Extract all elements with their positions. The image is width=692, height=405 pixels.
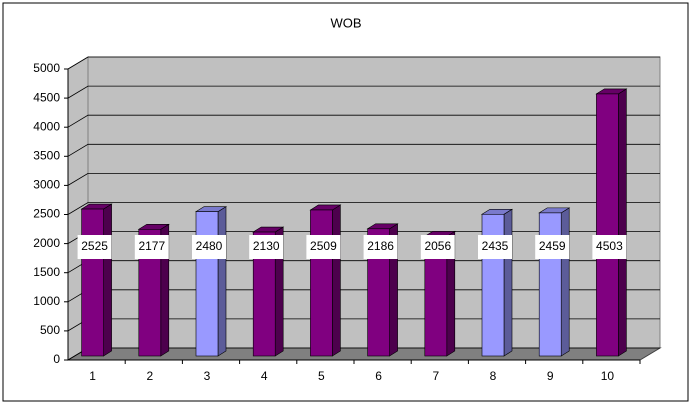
value-label: 4503	[596, 239, 623, 253]
value-label-box	[592, 235, 627, 259]
grid-line	[67, 202, 660, 215]
y-tick-label: 1000	[33, 294, 60, 308]
y-tick-label: 0	[53, 352, 60, 366]
grid-line	[67, 85, 660, 99]
x-tick-label: 2	[146, 369, 153, 383]
grid-line	[67, 56, 660, 70]
x-tick-label: 7	[432, 369, 439, 383]
value-label: 2525	[81, 239, 108, 253]
value-label-box	[420, 235, 455, 259]
grid-line	[67, 114, 660, 128]
value-label: 2177	[138, 239, 165, 253]
bar	[138, 228, 162, 357]
bar-group	[309, 204, 342, 357]
value-label-box	[77, 235, 112, 259]
bar	[367, 228, 390, 357]
value-label-box	[478, 235, 512, 259]
y-tick-label: 500	[40, 323, 60, 337]
bar-group	[595, 88, 628, 357]
value-label: 2480	[196, 239, 223, 253]
value-label-box	[535, 235, 570, 259]
x-tick-label: 5	[318, 369, 325, 383]
y-tick-label: 3500	[33, 148, 60, 162]
bar-side	[503, 208, 513, 357]
bar	[538, 212, 562, 357]
value-label-box	[363, 235, 398, 259]
bar	[252, 231, 276, 357]
x-tick-label: 6	[375, 369, 382, 383]
chart-title: WOB	[330, 15, 361, 30]
bar	[81, 208, 104, 357]
y-tick-label: 2000	[33, 236, 60, 250]
y-tick-label: 5000	[33, 61, 60, 75]
bar	[195, 211, 219, 357]
y-tick-label: 4000	[33, 119, 60, 133]
value-label: 2130	[253, 239, 280, 253]
x-tick-label: 1	[89, 369, 96, 383]
value-label: 2056	[424, 239, 451, 253]
bar-group	[80, 203, 113, 357]
value-label-box	[306, 235, 341, 259]
bar-group	[538, 207, 571, 357]
y-tick-label: 3000	[33, 178, 60, 192]
bar-side	[560, 207, 570, 357]
bar-side	[217, 206, 227, 357]
bar	[310, 209, 333, 357]
grid-line	[67, 172, 660, 186]
x-tick-label: 9	[547, 369, 554, 383]
bar-group	[423, 230, 456, 357]
bar-side	[103, 203, 112, 357]
value-label: 2509	[310, 239, 337, 253]
value-label-box	[249, 235, 284, 259]
bar	[596, 93, 619, 357]
y-tick-label: 4500	[33, 90, 60, 104]
y-tick-label: 1500	[33, 265, 60, 279]
value-label: 2459	[539, 239, 566, 253]
x-tick-label: 3	[204, 369, 211, 383]
value-label: 2186	[367, 239, 394, 253]
x-tick-label: 10	[601, 369, 615, 383]
bar-group	[480, 208, 514, 357]
bar-group	[252, 226, 285, 357]
y-tick-label: 2500	[33, 207, 60, 221]
x-tick-label: 4	[261, 369, 268, 383]
value-label: 2435	[482, 239, 509, 253]
bar-group	[194, 206, 228, 357]
bar-side	[332, 204, 341, 357]
grid-line	[67, 143, 660, 157]
value-label-box	[134, 235, 169, 259]
x-tick-label: 8	[490, 369, 497, 383]
value-label-box	[192, 235, 226, 259]
bar-side	[618, 88, 627, 357]
